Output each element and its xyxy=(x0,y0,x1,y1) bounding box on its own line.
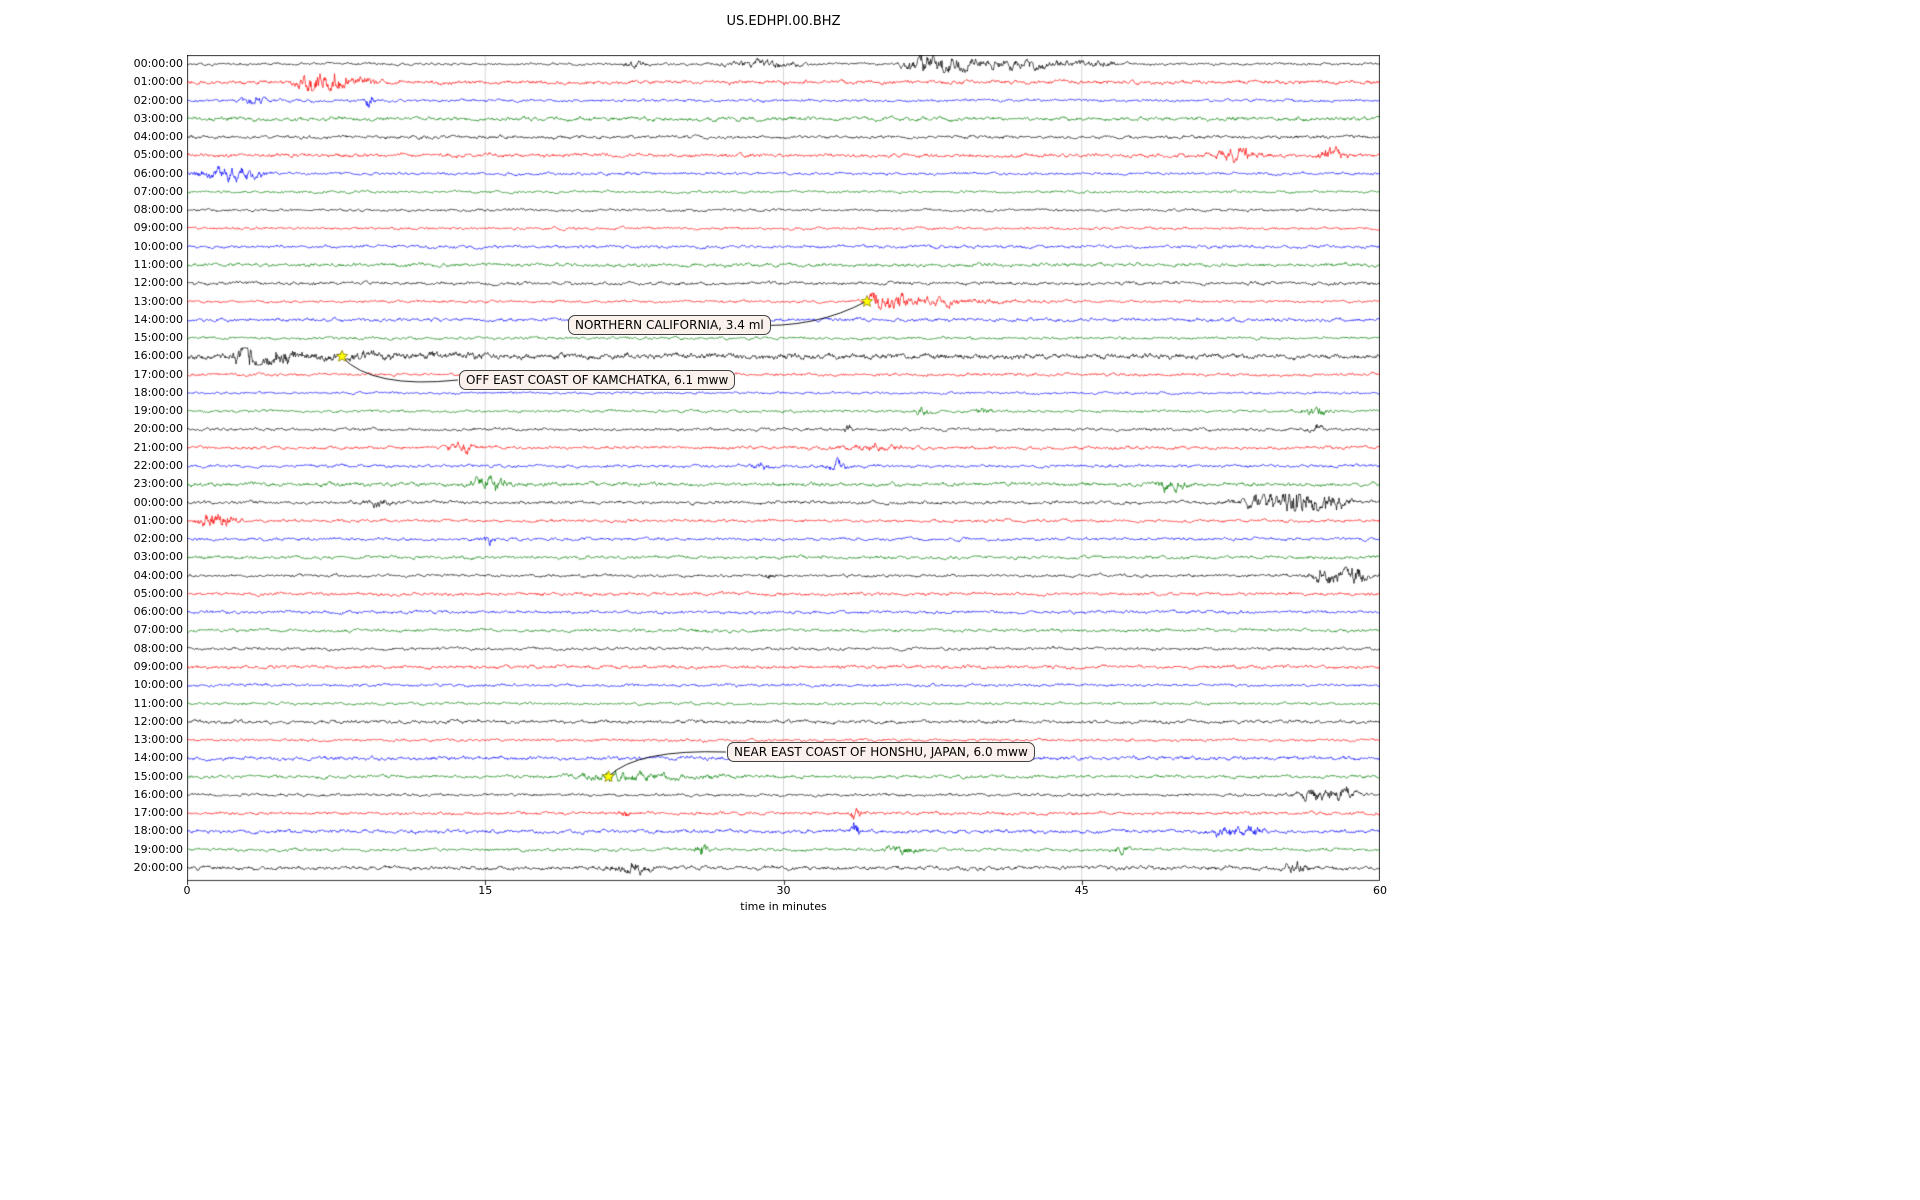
x-tick-label: 60 xyxy=(1373,884,1387,897)
row-time-label: 09:00:00 xyxy=(133,659,183,673)
chart-title: US.EDHPI.00.BHZ xyxy=(726,14,841,29)
row-time-label: 09:00:00 xyxy=(133,221,183,235)
row-time-label: 10:00:00 xyxy=(133,239,183,253)
row-time-label: 15:00:00 xyxy=(133,331,183,345)
row-time-label: 01:00:00 xyxy=(133,513,183,527)
row-time-label: 14:00:00 xyxy=(133,312,183,326)
row-time-label: 16:00:00 xyxy=(133,787,183,801)
row-time-label: 14:00:00 xyxy=(133,751,183,765)
event-label-honshu: NEAR EAST COAST OF HONSHU, JAPAN, 6.0 mw… xyxy=(727,742,1035,762)
row-time-label: 03:00:00 xyxy=(133,550,183,564)
row-time-label: 06:00:00 xyxy=(133,605,183,619)
row-time-label: 07:00:00 xyxy=(133,184,183,198)
row-time-label: 13:00:00 xyxy=(133,733,183,747)
row-time-label: 22:00:00 xyxy=(133,458,183,472)
row-time-label: 15:00:00 xyxy=(133,769,183,783)
row-time-label: 21:00:00 xyxy=(133,440,183,454)
row-time-label: 12:00:00 xyxy=(133,714,183,728)
x-tick-label: 45 xyxy=(1074,884,1089,897)
event-label-northern-california: NORTHERN CALIFORNIA, 3.4 ml xyxy=(568,315,771,335)
row-time-label: 00:00:00 xyxy=(133,57,183,70)
row-time-label: 17:00:00 xyxy=(133,806,183,820)
row-time-label: 02:00:00 xyxy=(133,532,183,546)
row-time-label: 11:00:00 xyxy=(133,257,183,271)
row-time-label: 18:00:00 xyxy=(133,385,183,399)
row-time-label: 12:00:00 xyxy=(133,276,183,290)
row-time-label: 19:00:00 xyxy=(133,842,183,856)
x-axis-label: time in minutes xyxy=(740,900,827,913)
row-time-label: 16:00:00 xyxy=(133,349,183,363)
row-time-label: 07:00:00 xyxy=(133,623,183,637)
waveform-canvas xyxy=(187,55,1380,891)
row-time-label: 05:00:00 xyxy=(133,586,183,600)
x-tick-label: 30 xyxy=(776,884,791,897)
row-time-label: 17:00:00 xyxy=(133,367,183,381)
row-time-label: 05:00:00 xyxy=(133,148,183,162)
row-time-label: 06:00:00 xyxy=(133,166,183,180)
row-time-label: 20:00:00 xyxy=(133,860,183,874)
row-time-label: 23:00:00 xyxy=(133,477,183,491)
row-time-label: 08:00:00 xyxy=(133,641,183,655)
row-time-label: 00:00:00 xyxy=(133,495,183,509)
row-time-label: 19:00:00 xyxy=(133,404,183,418)
row-time-label: 18:00:00 xyxy=(133,824,183,838)
row-time-label: 08:00:00 xyxy=(133,203,183,217)
row-time-label: 03:00:00 xyxy=(133,111,183,125)
x-tick-label: 0 xyxy=(183,884,191,897)
row-time-label: 11:00:00 xyxy=(133,696,183,710)
event-label-kamchatka: OFF EAST COAST OF KAMCHATKA, 6.1 mww xyxy=(459,370,736,390)
row-time-label: 20:00:00 xyxy=(133,422,183,436)
row-time-label: 13:00:00 xyxy=(133,294,183,308)
row-time-label: 10:00:00 xyxy=(133,678,183,692)
row-time-label: 01:00:00 xyxy=(133,75,183,89)
row-time-label: 02:00:00 xyxy=(133,93,183,107)
x-tick-label: 15 xyxy=(478,884,493,897)
row-time-label: 04:00:00 xyxy=(133,568,183,582)
row-time-label: 04:00:00 xyxy=(133,130,183,144)
